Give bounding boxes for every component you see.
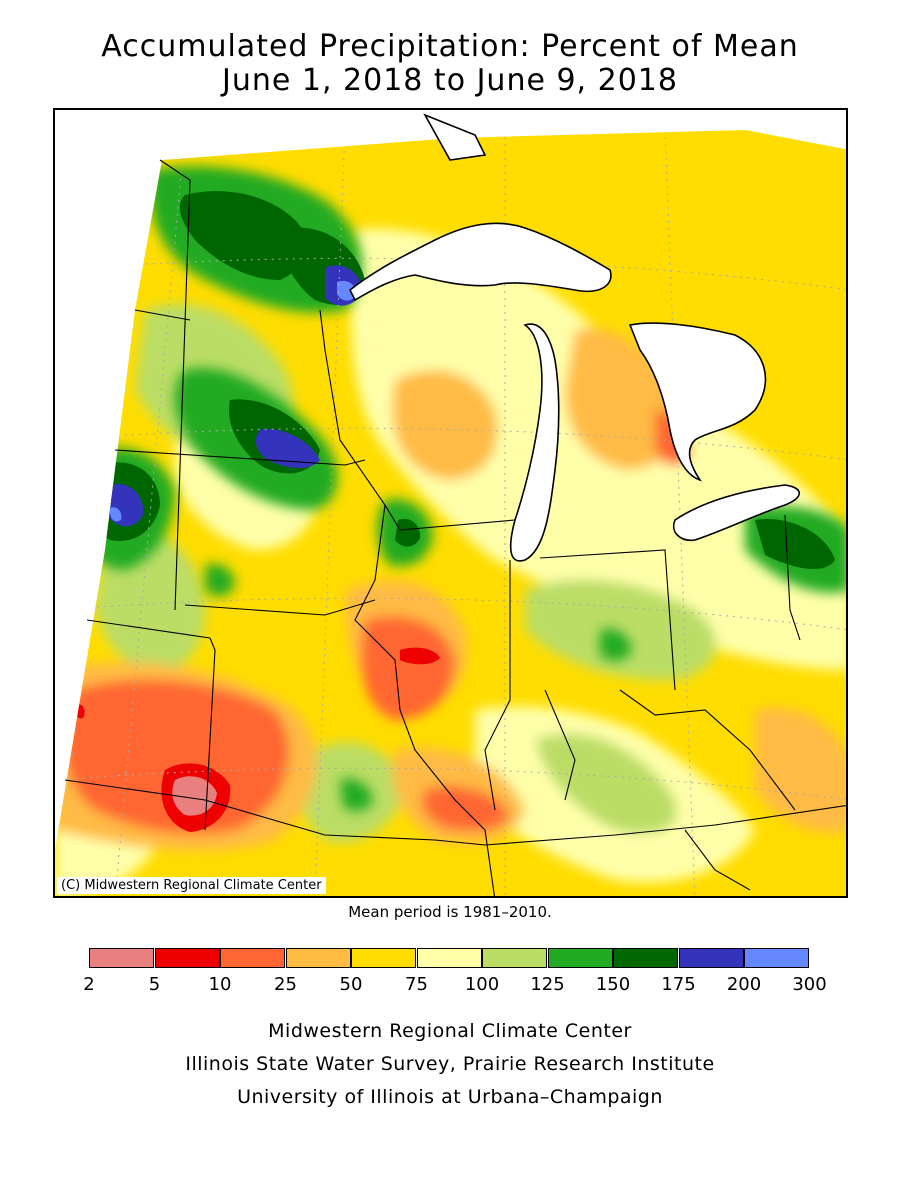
field-darkgreen-oh bbox=[755, 519, 835, 570]
field-orange-wi bbox=[392, 370, 498, 480]
legend-swatch bbox=[678, 948, 744, 968]
field-green-in bbox=[600, 628, 632, 662]
field-redorange-ar bbox=[421, 786, 510, 832]
color-legend-bar bbox=[89, 948, 810, 970]
field-blue-sd bbox=[109, 507, 122, 522]
border-mn-ia bbox=[114, 449, 366, 466]
lake-superior bbox=[348, 222, 612, 302]
legend-swatch bbox=[482, 948, 547, 968]
field-purple-mn bbox=[255, 429, 320, 469]
field-darkgreen-wi bbox=[395, 518, 421, 547]
field-green-mo-se bbox=[340, 778, 373, 812]
legend-swatch bbox=[547, 948, 613, 968]
border-mississippi bbox=[354, 504, 495, 896]
field-red-mo bbox=[400, 647, 440, 665]
border-in-ky bbox=[544, 689, 576, 801]
map-date-range: June 1, 2018 to June 9, 2018 bbox=[222, 63, 678, 98]
legend-tick-label: 50 bbox=[339, 974, 363, 995]
precipitation-map: (C) Midwestern Regional Climate Center bbox=[53, 108, 848, 898]
great-lakes bbox=[348, 113, 801, 562]
border-ks-mo bbox=[204, 637, 216, 831]
copyright-label: (C) Midwestern Regional Climate Center bbox=[57, 877, 326, 894]
legend-swatch bbox=[416, 948, 482, 968]
legend-tick-label: 5 bbox=[148, 974, 161, 995]
legend-swatch bbox=[613, 948, 678, 968]
border-nd-mn bbox=[159, 159, 191, 611]
legend-tick-label: 100 bbox=[464, 974, 500, 995]
legend-tick-label: 75 bbox=[405, 974, 428, 995]
lake-erie bbox=[673, 484, 801, 542]
lake-michigan bbox=[509, 323, 560, 562]
legend-tick-label: 150 bbox=[595, 974, 631, 995]
legend-swatch bbox=[220, 948, 285, 968]
lake-huron bbox=[628, 322, 767, 482]
border-ia-mo bbox=[184, 599, 376, 616]
field-orange-wv bbox=[755, 707, 846, 833]
legend-swatch bbox=[89, 948, 154, 968]
field-redorange-mo bbox=[361, 616, 455, 720]
field-green-ne bbox=[205, 563, 235, 597]
border-nd-sd bbox=[134, 309, 191, 321]
legend-swatch bbox=[154, 948, 220, 968]
border-in-oh bbox=[539, 549, 676, 691]
border-ne-ks bbox=[86, 619, 211, 639]
legend-tick-label: 125 bbox=[530, 974, 565, 995]
border-il-in bbox=[484, 560, 511, 811]
legend-tick-label: 200 bbox=[726, 974, 762, 995]
lake-nipigon bbox=[423, 113, 487, 161]
credit-uiuc: University of Illinois at Urbana–Champai… bbox=[237, 1086, 663, 1108]
mean-period-note: Mean period is 1981–2010. bbox=[348, 903, 552, 921]
state-borders bbox=[64, 159, 846, 896]
legend-tick-label: 300 bbox=[792, 974, 827, 995]
legend-tick-label: 10 bbox=[208, 974, 232, 995]
border-oh-pa bbox=[784, 514, 801, 641]
legend-tick-label: 2 bbox=[83, 974, 95, 995]
credit-isws: Illinois State Water Survey, Prairie Res… bbox=[185, 1053, 715, 1075]
credit-mrcc: Midwestern Regional Climate Center bbox=[268, 1020, 632, 1042]
border-mn-wi bbox=[319, 309, 401, 531]
lat-lon-grid bbox=[55, 130, 846, 896]
field-lightgreen-kentucky bbox=[535, 733, 677, 834]
field-darkgreen-mn bbox=[179, 191, 306, 280]
legend-swatch bbox=[351, 948, 416, 968]
field-redorange-ks bbox=[64, 679, 290, 834]
legend-tick-label: 175 bbox=[661, 974, 696, 995]
map-graphic bbox=[55, 113, 846, 896]
border-tn-nc bbox=[684, 829, 751, 891]
map-title: Accumulated Precipitation: Percent of Me… bbox=[101, 29, 799, 64]
legend-tick-label: 25 bbox=[274, 974, 297, 995]
legend-swatch bbox=[744, 948, 809, 968]
legend-swatch bbox=[285, 948, 351, 968]
border-wi-il bbox=[399, 519, 516, 531]
border-tn-ky bbox=[484, 805, 846, 846]
border-ohio-river bbox=[619, 689, 796, 811]
border-ok-ar bbox=[64, 779, 486, 846]
